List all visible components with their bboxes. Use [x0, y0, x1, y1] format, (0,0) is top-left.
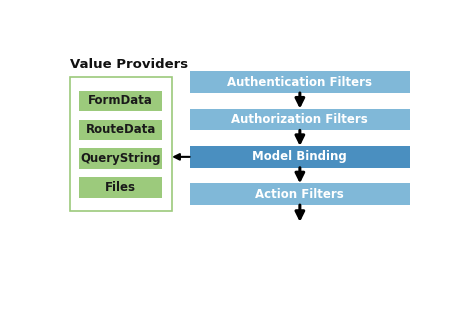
Text: Files: Files	[105, 181, 137, 194]
FancyBboxPatch shape	[70, 77, 172, 211]
Text: Authentication Filters: Authentication Filters	[228, 76, 373, 89]
FancyBboxPatch shape	[80, 148, 162, 169]
FancyBboxPatch shape	[190, 109, 410, 130]
Text: RouteData: RouteData	[86, 123, 156, 136]
FancyBboxPatch shape	[190, 183, 410, 205]
Text: FormData: FormData	[88, 94, 153, 107]
Text: Authorization Filters: Authorization Filters	[231, 113, 368, 126]
Text: Model Binding: Model Binding	[253, 150, 347, 163]
FancyBboxPatch shape	[190, 146, 410, 168]
Text: Value Providers: Value Providers	[70, 58, 188, 71]
FancyBboxPatch shape	[80, 90, 162, 111]
FancyBboxPatch shape	[190, 71, 410, 93]
Text: QueryString: QueryString	[81, 152, 161, 165]
FancyBboxPatch shape	[80, 120, 162, 140]
Text: Action Filters: Action Filters	[255, 188, 344, 201]
FancyBboxPatch shape	[80, 177, 162, 198]
